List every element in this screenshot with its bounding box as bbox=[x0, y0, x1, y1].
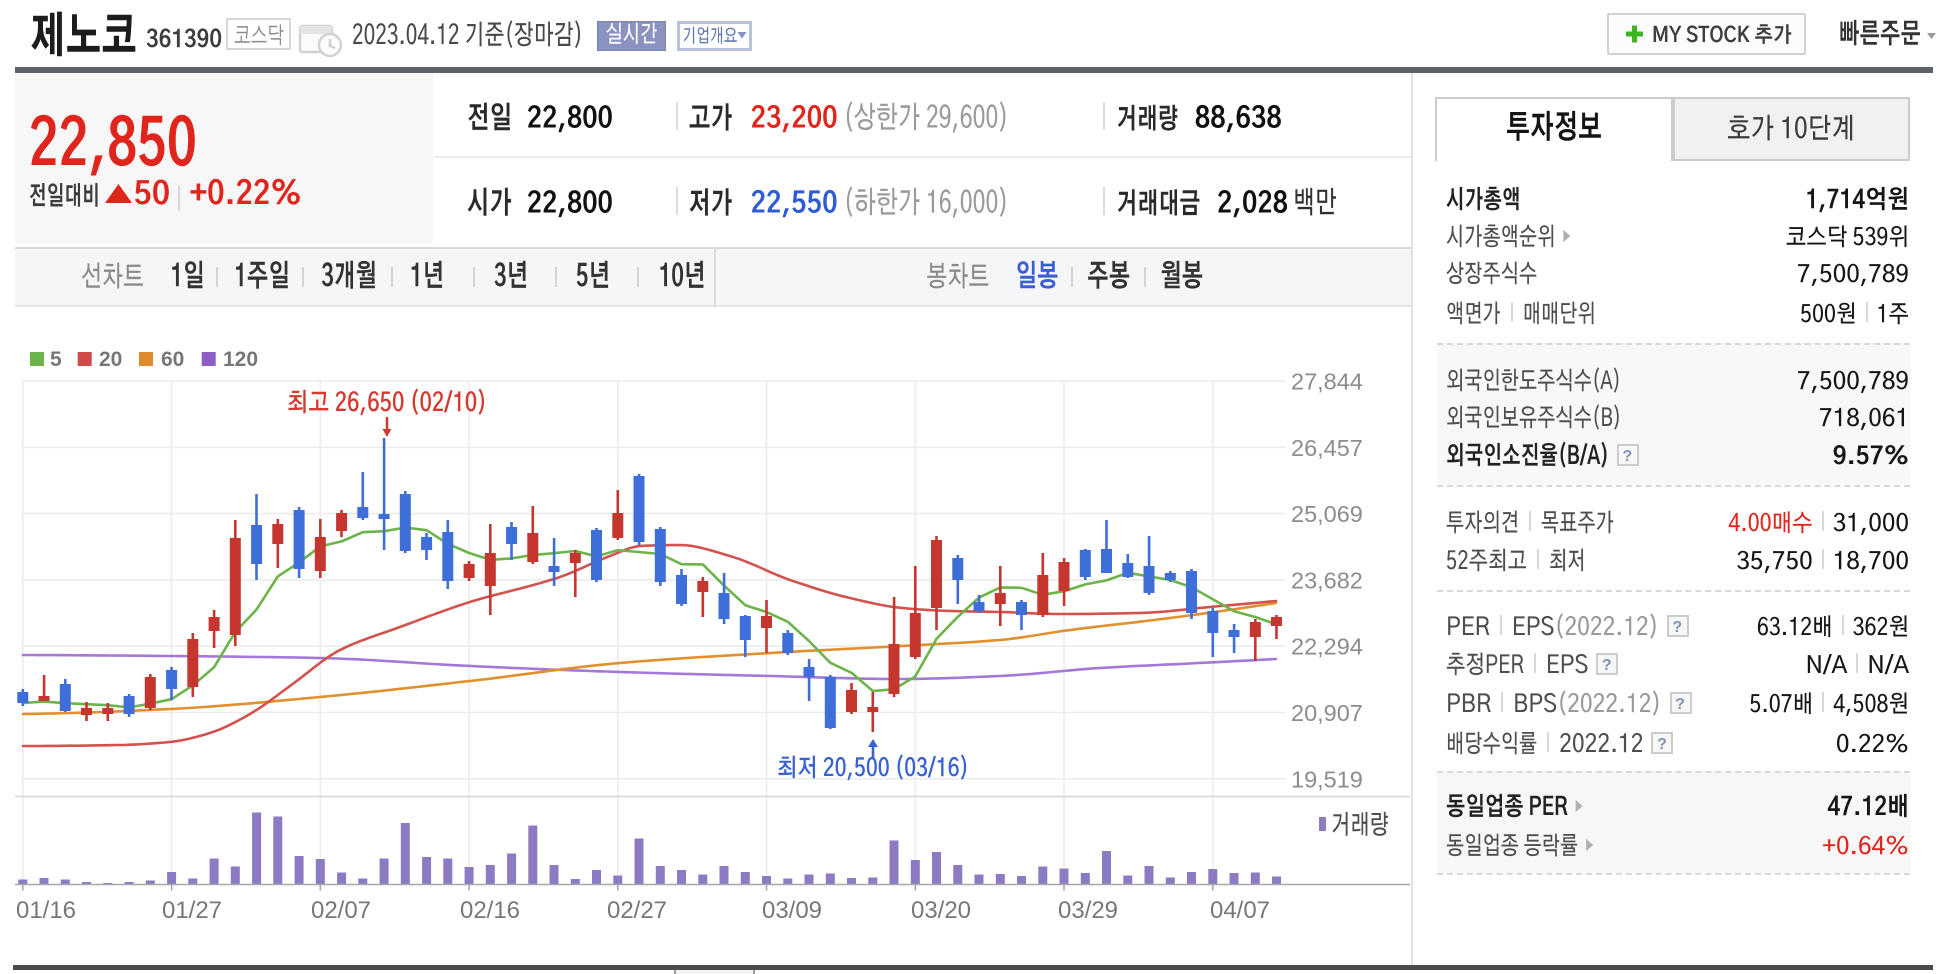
svg-text:20,907: 20,907 bbox=[1291, 700, 1363, 726]
svg-text:02/16: 02/16 bbox=[460, 897, 520, 924]
svg-text:?: ? bbox=[1675, 696, 1685, 713]
svg-text:120: 120 bbox=[223, 348, 258, 371]
svg-text:01/16: 01/16 bbox=[16, 897, 76, 924]
svg-text:19,519: 19,519 bbox=[1291, 766, 1363, 792]
svg-text:22,294: 22,294 bbox=[1291, 634, 1363, 660]
svg-text:25,069: 25,069 bbox=[1291, 501, 1363, 527]
svg-text:?: ? bbox=[1657, 736, 1667, 753]
svg-text:03/09: 03/09 bbox=[762, 897, 822, 924]
svg-text:26,457: 26,457 bbox=[1291, 435, 1363, 461]
svg-text:?: ? bbox=[1623, 448, 1633, 465]
svg-text:?: ? bbox=[1602, 657, 1612, 674]
svg-text:23,682: 23,682 bbox=[1291, 567, 1363, 593]
svg-text:03/20: 03/20 bbox=[911, 897, 971, 924]
svg-text:?: ? bbox=[1672, 619, 1682, 636]
svg-text:27,844: 27,844 bbox=[1291, 369, 1363, 395]
svg-text:02/07: 02/07 bbox=[311, 897, 371, 924]
svg-text:20: 20 bbox=[99, 348, 122, 371]
svg-text:03/29: 03/29 bbox=[1058, 897, 1118, 924]
svg-text:02/27: 02/27 bbox=[607, 897, 667, 924]
svg-text:60: 60 bbox=[161, 348, 184, 371]
svg-text:5: 5 bbox=[50, 348, 62, 371]
svg-text:01/27: 01/27 bbox=[162, 897, 222, 924]
svg-text:04/07: 04/07 bbox=[1210, 897, 1270, 924]
